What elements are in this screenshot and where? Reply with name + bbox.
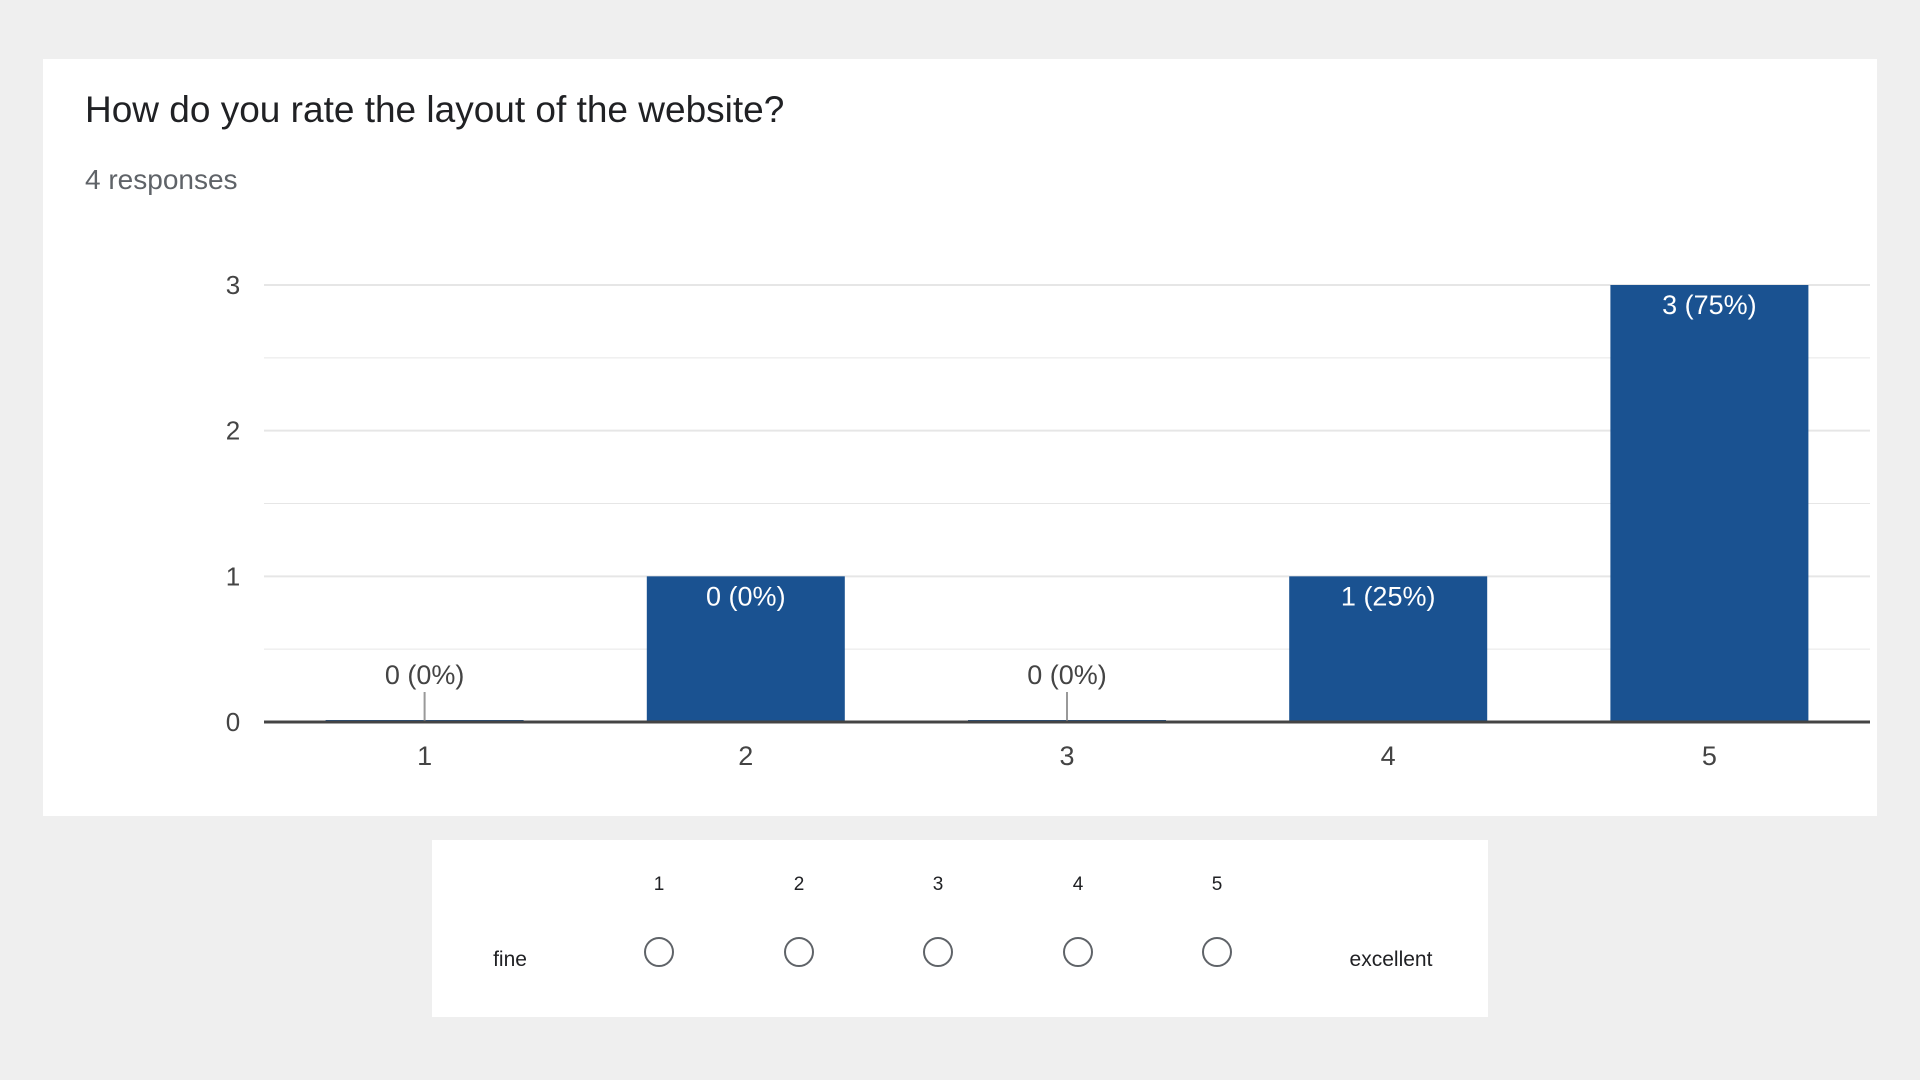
scale-number-2: 2 <box>793 874 805 895</box>
data-label: 3 (75%) <box>1662 290 1757 320</box>
y-tick-label: 1 <box>226 561 240 591</box>
radio-option-1[interactable] <box>644 937 674 967</box>
x-tick-label: 2 <box>738 741 753 771</box>
x-tick-label: 5 <box>1702 741 1717 771</box>
bar-5 <box>1610 285 1809 722</box>
response-count: 4 responses <box>85 164 238 195</box>
data-label: 0 (0%) <box>385 660 465 690</box>
x-tick-label: 4 <box>1381 741 1396 771</box>
scale-number-5: 5 <box>1211 874 1223 895</box>
scale-number-1: 1 <box>653 874 665 895</box>
bar-4 <box>1289 576 1488 722</box>
radio-option-4[interactable] <box>1063 937 1093 967</box>
radio-option-5[interactable] <box>1202 937 1232 967</box>
question-title: How do you rate the layout of the websit… <box>85 89 785 130</box>
y-tick-label: 2 <box>226 416 240 446</box>
radio-option-2[interactable] <box>784 937 814 967</box>
y-tick-label: 3 <box>226 270 240 300</box>
radio-option-3[interactable] <box>923 937 953 967</box>
bar-2 <box>646 576 845 722</box>
x-tick-label: 1 <box>417 741 432 771</box>
x-tick-label: 3 <box>1059 741 1074 771</box>
data-label: 1 (25%) <box>1341 581 1436 611</box>
chart-card: How do you rate the layout of the websit… <box>43 59 1877 816</box>
scale-high-label: excellent <box>1349 948 1433 971</box>
scale-low-label: fine <box>493 948 527 971</box>
data-label: 0 (0%) <box>1027 660 1107 690</box>
data-label: 0 (0%) <box>706 581 786 611</box>
linear-scale-card: fine 1 2 3 4 5 excellent <box>432 840 1488 1017</box>
scale-number-3: 3 <box>932 874 944 895</box>
y-tick-label: 0 <box>226 707 240 737</box>
scale-number-4: 4 <box>1072 874 1084 895</box>
bar-chart: 0 1 2 3 0 (0%) 1 0 (0%) 2 0 (0%) 3 1 (25%) 4 3 (75%)… <box>226 270 1870 771</box>
